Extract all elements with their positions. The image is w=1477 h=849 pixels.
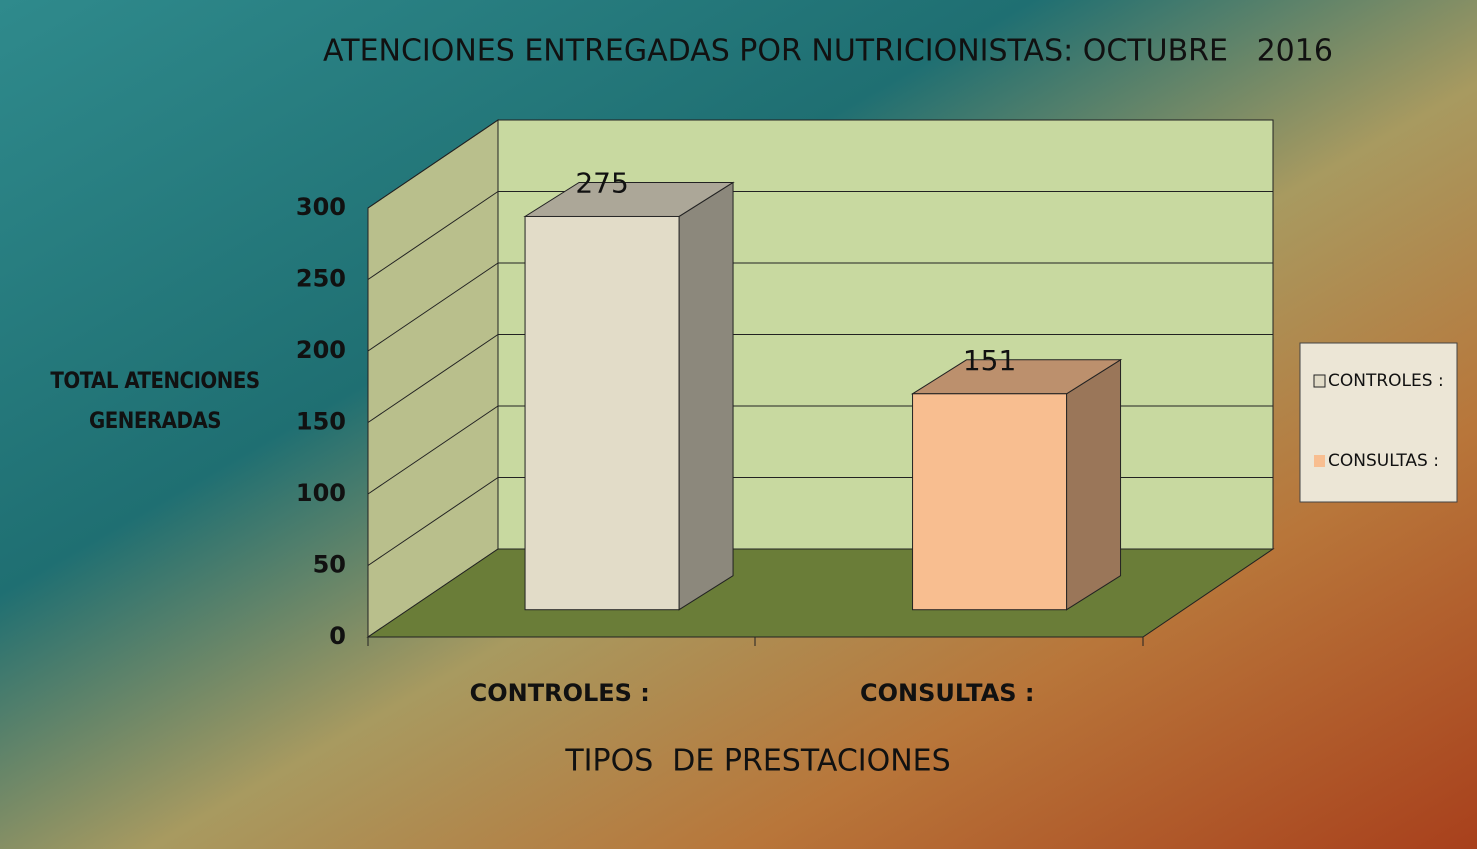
y-tick-label: 100 — [296, 479, 346, 507]
y-tick-label: 300 — [296, 193, 346, 221]
bar — [524, 215, 680, 611]
x-axis-title: TIPOS DE PRESTACIONES — [564, 744, 950, 779]
legend-label: CONTROLES : — [1328, 371, 1444, 391]
y-tick-label: 250 — [296, 265, 346, 293]
data-label: 275 — [575, 166, 628, 199]
grid-line — [367, 477, 499, 566]
x-tick-label: CONTROLES : — [470, 679, 650, 707]
grid-line — [367, 405, 499, 495]
data-label: 151 — [963, 344, 1016, 377]
grid-line — [367, 191, 499, 280]
y-tick-label: 150 — [296, 408, 346, 436]
y-tick-label: 0 — [329, 622, 346, 650]
y-tick-label: 200 — [296, 336, 346, 364]
y-axis-title: TOTAL ATENCIONES GENERADAS — [50, 369, 260, 434]
bar-side — [1066, 358, 1122, 611]
legend — [1299, 342, 1458, 503]
chart-title: ATENCIONES ENTREGADAS POR NUTRICIONISTAS… — [323, 34, 1333, 69]
legend-label: CONSULTAS : — [1328, 451, 1439, 471]
grid-line — [367, 334, 499, 423]
x-tick-label: CONSULTAS : — [860, 679, 1035, 707]
grid-line — [367, 262, 499, 352]
grid-line — [367, 119, 499, 209]
legend-swatch — [1313, 374, 1326, 388]
y-tick-label: 50 — [313, 551, 346, 579]
bar — [912, 393, 1068, 611]
legend-swatch — [1314, 455, 1325, 467]
floor — [366, 548, 1275, 638]
bar-side — [678, 181, 734, 611]
